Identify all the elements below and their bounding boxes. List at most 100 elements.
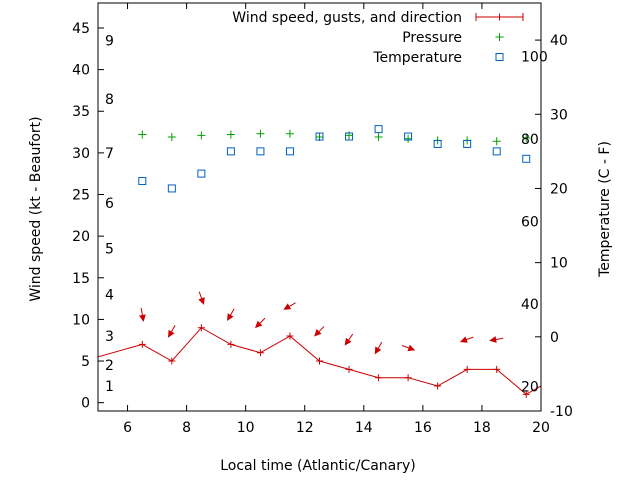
plot-frame <box>97 2 542 412</box>
x-tick-label: 8 <box>182 420 191 436</box>
temperature-point <box>197 169 206 178</box>
x-tick-label: 10 <box>237 420 255 436</box>
wind-speed-point <box>168 357 176 365</box>
wind-direction-arrowhead <box>551 346 557 351</box>
y-tick-label-right: 10 <box>550 256 568 272</box>
wind-speed-point <box>404 374 412 382</box>
wind-direction-arrowhead <box>139 314 146 322</box>
y-tick-label-left: 45 <box>72 21 90 37</box>
x-axis-label: Local time (Atlantic/Canary) <box>220 458 416 474</box>
beaufort-label: 5 <box>105 242 114 258</box>
wind-direction-arrowhead <box>314 329 322 337</box>
legend: Wind speed, gusts, and direction Pressur… <box>232 10 524 66</box>
temperature-point <box>315 132 324 141</box>
plot-clipped <box>98 125 557 398</box>
wind-direction-arrowhead <box>227 313 234 322</box>
temperature-point <box>492 147 501 156</box>
wind-direction-arrowhead <box>344 337 352 346</box>
pressure-point <box>285 129 294 138</box>
pressure-point <box>138 130 147 139</box>
legend-sample-temperature <box>495 53 504 61</box>
temperature-point <box>167 184 176 193</box>
pressure-point <box>256 129 265 138</box>
x-tick-label: 16 <box>414 420 432 436</box>
legend-label-temperature: Temperature <box>372 50 462 66</box>
beaufort-label: 2 <box>105 358 114 374</box>
wind-speed-point <box>375 374 383 382</box>
wind-speed-point <box>256 349 264 357</box>
pressure-point <box>226 130 235 139</box>
y-tick-label-left: 20 <box>72 229 90 245</box>
fahrenheit-label: 80 <box>521 132 539 148</box>
wind-speed-point <box>197 324 205 332</box>
temperature-point <box>226 147 235 156</box>
wind-direction-arrowhead <box>489 336 497 343</box>
wind-direction-arrowhead <box>255 320 263 329</box>
temperature-point <box>345 132 354 141</box>
y-tick-label-left: 40 <box>72 63 90 79</box>
fahrenheit-label: 40 <box>521 297 539 313</box>
wind-speed-line <box>98 327 541 395</box>
beaufort-label: 6 <box>105 196 114 212</box>
pressure-point <box>522 133 531 142</box>
wind-direction-arrowhead <box>374 346 382 355</box>
y-tick-label-right: 40 <box>550 33 568 49</box>
wind-speed-point <box>316 357 323 365</box>
beaufort-label: 3 <box>105 329 114 345</box>
y-tick-label-left: 10 <box>72 312 90 328</box>
legend-label-wind: Wind speed, gusts, and direction <box>232 10 462 26</box>
axes: 6 8 10 12 14 16 18 20051015202530354045-1001020… <box>72 2 573 436</box>
temperature-point <box>433 139 442 148</box>
legend-label-pressure: Pressure <box>402 30 462 46</box>
wind-direction-arrowhead <box>283 303 292 310</box>
temperature-point <box>138 177 147 186</box>
wind-direction-arrowhead <box>459 336 468 343</box>
wind-speed-point <box>286 332 294 340</box>
temperature-point <box>522 154 531 163</box>
pressure-point <box>374 133 383 142</box>
pressure-point <box>197 131 206 140</box>
legend-sample-pressure <box>495 33 504 41</box>
pressure-point <box>404 134 413 143</box>
x-tick-label: 18 <box>473 420 491 436</box>
temperature-point <box>256 147 265 156</box>
wind-speed-point <box>522 390 530 398</box>
wind-speed-point <box>227 340 235 348</box>
y-axis-label-right: Temperature (C - F) <box>597 141 613 278</box>
beaufort-label: 7 <box>105 146 114 162</box>
wind-direction-arrowhead <box>168 329 175 338</box>
fahrenheit-label: 60 <box>521 214 539 230</box>
wind-speed-point <box>345 365 353 373</box>
wind-speed-point <box>463 365 471 373</box>
y-tick-label-left: 30 <box>72 146 90 162</box>
temperature-point <box>285 147 294 156</box>
y-tick-label-left: 35 <box>72 104 90 120</box>
wind-direction-arrowhead <box>198 297 205 305</box>
wind-speed-point <box>434 382 442 390</box>
pressure-point <box>492 137 501 146</box>
x-tick-label: 20 <box>532 420 550 436</box>
temperature-point <box>374 125 383 134</box>
wind-direction-arrowhead <box>407 344 416 352</box>
beaufort-label: 1 <box>105 379 114 395</box>
y-tick-label-left: 0 <box>81 396 90 412</box>
y-tick-label-right: 0 <box>550 330 559 346</box>
y-tick-label-left: 5 <box>81 354 90 370</box>
temperature-point <box>463 139 472 148</box>
y-tick-label-right: -10 <box>550 404 573 420</box>
wind-speed-point <box>493 365 501 373</box>
plot-area <box>98 125 557 398</box>
y-tick-label-left: 25 <box>72 188 90 204</box>
y-tick-label-right: 30 <box>550 107 568 123</box>
x-tick-label: 6 <box>123 420 132 436</box>
fahrenheit-label: 100 <box>521 50 548 66</box>
beaufort-label: 8 <box>105 92 114 108</box>
y-axis-label-left: Wind speed (kt - Beaufort) <box>28 116 44 301</box>
x-tick-label: 14 <box>355 420 373 436</box>
beaufort-label: 9 <box>105 33 114 49</box>
wind-speed-point <box>138 340 146 348</box>
pressure-point <box>167 133 176 142</box>
legend-sample-wind-caps <box>475 13 524 21</box>
y-tick-label-right: 20 <box>550 181 568 197</box>
